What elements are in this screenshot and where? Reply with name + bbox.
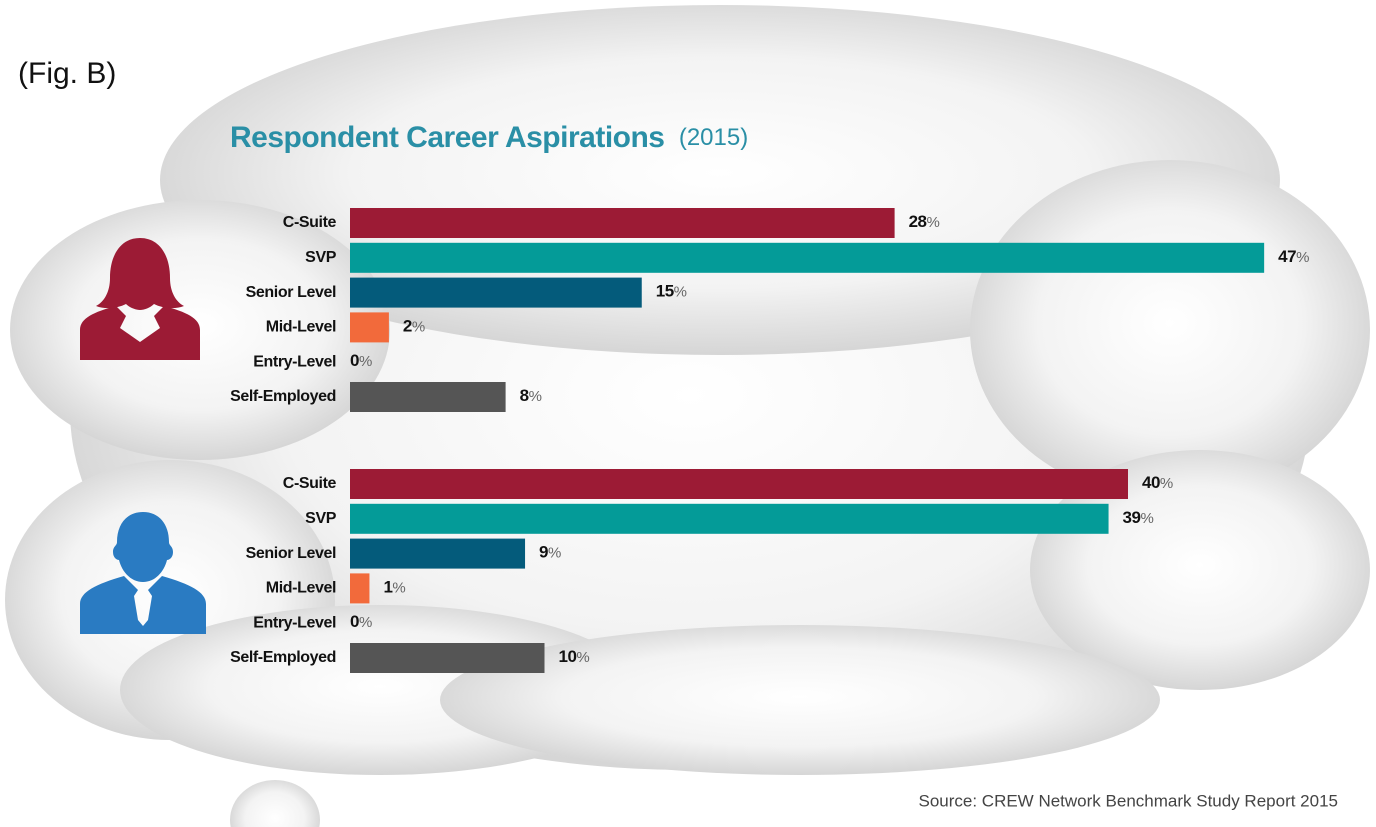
- value-number: 15: [656, 282, 674, 301]
- category-label: Self-Employed: [230, 649, 336, 666]
- category-label: Senior Level: [246, 545, 336, 562]
- value-label: 0%: [350, 352, 372, 371]
- value-number: 0: [350, 352, 359, 371]
- category-label: Self-Employed: [230, 388, 336, 405]
- bar: [350, 643, 545, 673]
- category-label: Mid-Level: [266, 319, 336, 336]
- value-label: 39%: [1123, 508, 1154, 527]
- bar: [350, 242, 1265, 273]
- value-unit: %: [359, 614, 372, 631]
- charts: C-Suite 28%SVP 47%Senior Level 15%Mid-Level…: [230, 208, 1309, 673]
- value-label: 10%: [559, 647, 590, 666]
- value-unit: %: [1296, 249, 1309, 266]
- bar: [350, 208, 895, 238]
- bar: [350, 469, 1128, 499]
- value-unit: %: [529, 388, 542, 405]
- value-unit: %: [359, 353, 372, 370]
- value-unit: %: [412, 318, 425, 335]
- category-label: C-Suite: [283, 214, 337, 231]
- value-number: 2: [403, 317, 412, 336]
- bar: [350, 312, 389, 343]
- value-number: 39: [1123, 508, 1141, 527]
- bar: [350, 573, 370, 604]
- bar: [350, 277, 642, 308]
- value-number: 1: [383, 578, 392, 597]
- category-label: C-Suite: [283, 475, 337, 492]
- value-number: 47: [1278, 247, 1296, 266]
- value-number: 0: [350, 613, 359, 632]
- value-label: 15%: [656, 282, 687, 301]
- figure-label: (Fig. B): [18, 57, 116, 90]
- bar-chart: C-Suite 40% SVP 39% Senior Level 9% Mid-Level 1…: [230, 469, 1173, 673]
- category-label: SVP: [305, 510, 337, 527]
- value-unit: %: [548, 545, 561, 562]
- value-number: 10: [559, 647, 577, 666]
- subtitle: (2015): [679, 124, 748, 151]
- male-icon: [80, 512, 206, 634]
- value-label: 2%: [403, 317, 425, 336]
- title: Respondent Career Aspirations (2015): [230, 121, 748, 154]
- value-unit: %: [674, 284, 687, 301]
- value-label: 8%: [520, 386, 542, 405]
- bar-chart: C-Suite 28%SVP 47%Senior Level 15%Mid-Level…: [230, 208, 1309, 412]
- source: Source: CREW Network Benchmark Study Rep…: [918, 791, 1338, 810]
- value-label: 9%: [539, 543, 561, 562]
- category-label: Mid-Level: [266, 580, 336, 597]
- value-unit: %: [392, 579, 405, 596]
- value-unit: %: [1160, 475, 1173, 492]
- value-label: 0%: [350, 613, 372, 632]
- value-label: 47%: [1278, 247, 1309, 266]
- value-unit: %: [927, 214, 940, 231]
- value-label: 1%: [383, 578, 405, 597]
- value-number: 8: [520, 386, 529, 405]
- category-label: Entry-Level: [253, 614, 336, 631]
- female-icon: [80, 238, 200, 360]
- category-label: SVP: [305, 249, 337, 266]
- category-label: Senior Level: [246, 284, 336, 301]
- value-label: 28%: [909, 212, 940, 231]
- value-number: 28: [909, 212, 927, 231]
- title-text: Respondent Career Aspirations: [230, 121, 665, 154]
- bar: [350, 382, 506, 412]
- value-unit: %: [1140, 510, 1153, 527]
- bar: [350, 538, 526, 569]
- category-label: Entry-Level: [253, 353, 336, 370]
- bar: [350, 503, 1109, 534]
- value-number: 40: [1142, 473, 1160, 492]
- value-label: 40%: [1142, 473, 1173, 492]
- value-number: 9: [539, 543, 548, 562]
- value-unit: %: [576, 649, 589, 666]
